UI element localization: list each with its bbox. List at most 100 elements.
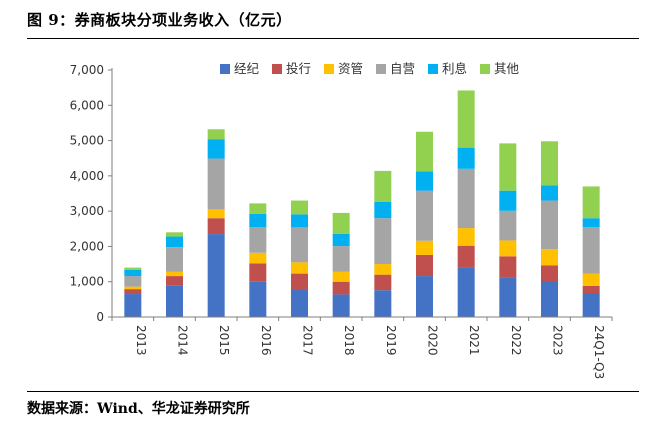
bar-segment-资管-2019 [374, 264, 392, 275]
bar-segment-经纪-2022 [499, 277, 517, 317]
x-tick-label: 2018 [342, 325, 356, 356]
bar-segment-利息-2016 [249, 213, 267, 228]
bar-segment-经纪-2017 [291, 289, 308, 317]
bar-segment-利息-2017 [291, 214, 308, 228]
bar-segment-资管-2021 [457, 228, 475, 246]
x-tick-label: 2016 [259, 325, 273, 356]
bars [124, 90, 600, 317]
bar-segment-自营-2015 [207, 158, 225, 210]
bar-segment-利息-2018 [332, 233, 350, 247]
bar-segment-经纪-2020 [416, 276, 433, 317]
bar-segment-自营-2023 [541, 200, 558, 250]
bar-segment-投行-2020 [416, 254, 433, 277]
legend-label-其他: 其他 [494, 61, 520, 76]
bar-segment-投行-2017 [291, 273, 308, 290]
bar-segment-利息-2019 [374, 201, 392, 219]
x-tick-label: 2019 [384, 325, 398, 356]
figure-source: 数据来源：Wind、华龙证券研究所 [27, 401, 250, 417]
x-tick-label: 2023 [551, 325, 565, 356]
y-tick-label: 5,000 [70, 134, 104, 148]
y-tick-label: 1,000 [70, 275, 104, 289]
bar-segment-其他-2015 [207, 129, 225, 140]
legend-label-自营: 自营 [390, 61, 415, 76]
bar-segment-自营-2021 [457, 168, 475, 229]
bar-segment-其他-2022 [499, 143, 517, 191]
figure-title: 图 9：券商板块分项业务收入（亿元） [27, 11, 292, 29]
bar-segment-资管-2016 [249, 252, 267, 264]
legend-swatch-经纪 [220, 64, 230, 74]
bar-segment-经纪-2015 [207, 234, 225, 317]
legend-label-资管: 资管 [338, 61, 363, 76]
bar-segment-利息-2023 [541, 185, 558, 201]
bar-segment-资管-2013 [124, 286, 142, 290]
bar-segment-投行-24Q1-Q3 [582, 285, 600, 294]
top-rule [27, 38, 639, 39]
legend-label-投行: 投行 [286, 61, 311, 76]
bar-segment-自营-2014 [166, 247, 183, 272]
bar-segment-投行-2022 [499, 256, 517, 278]
bar-segment-资管-24Q1-Q3 [582, 273, 600, 286]
bar-segment-自营-2016 [249, 227, 267, 253]
bar-segment-资管-2017 [291, 262, 308, 274]
bar-segment-自营-2018 [332, 246, 350, 272]
y-tick-label: 7,000 [70, 63, 104, 77]
bar-segment-投行-2018 [332, 281, 350, 295]
bar-segment-其他-2014 [166, 232, 183, 237]
y-tick-label: 2,000 [70, 239, 104, 253]
bar-segment-自营-2020 [416, 190, 433, 241]
bar-segment-经纪-2013 [124, 294, 142, 317]
bar-segment-投行-2019 [374, 274, 392, 291]
legend-label-利息: 利息 [442, 61, 467, 76]
bar-segment-资管-2020 [416, 240, 433, 255]
legend-swatch-投行 [272, 64, 282, 74]
bar-segment-其他-24Q1-Q3 [582, 186, 600, 219]
bar-segment-资管-2014 [166, 271, 183, 277]
bar-segment-自营-2013 [124, 276, 142, 287]
legend-swatch-资管 [324, 64, 334, 74]
x-tick-label: 2021 [467, 325, 481, 356]
bar-segment-投行-2013 [124, 289, 142, 295]
bar-segment-经纪-24Q1-Q3 [582, 293, 600, 317]
bar-segment-投行-2014 [166, 276, 183, 286]
bar-segment-自营-2019 [374, 218, 392, 265]
x-tick-label: 2014 [176, 325, 190, 356]
bar-segment-经纪-2014 [166, 285, 183, 317]
bar-segment-其他-2013 [124, 267, 142, 270]
y-tick-label: 0 [96, 310, 104, 324]
bar-segment-利息-2022 [499, 190, 517, 211]
bar-segment-利息-2015 [207, 139, 225, 159]
y-tick-label: 4,000 [70, 169, 104, 183]
x-tick-label: 2013 [134, 325, 148, 356]
x-axis: 2013 2014 2015 2016 2017 2018 2019 2020 2021 2022… [111, 316, 613, 379]
bar-segment-经纪-2016 [249, 281, 267, 317]
bar-segment-利息-2021 [457, 147, 475, 169]
x-tick-label: 24Q1-Q3 [592, 325, 606, 379]
x-tick-label: 2015 [217, 325, 231, 356]
bar-segment-其他-2020 [416, 131, 433, 172]
bar-segment-其他-2017 [291, 200, 308, 215]
bar-segment-资管-2015 [207, 209, 225, 219]
bar-segment-利息-2013 [124, 269, 142, 277]
bar-segment-经纪-2021 [457, 267, 475, 317]
bar-segment-资管-2018 [332, 271, 350, 282]
bar-segment-资管-2023 [541, 249, 558, 266]
bar-segment-投行-2015 [207, 218, 225, 235]
bar-segment-自营-24Q1-Q3 [582, 227, 600, 274]
bar-segment-利息-2020 [416, 171, 433, 191]
legend: 经纪 投行 资管 自营 利息 其他 [220, 61, 520, 76]
bar-segment-自营-2022 [499, 210, 517, 241]
bottom-rule [27, 391, 639, 392]
legend-label-经纪: 经纪 [234, 61, 260, 76]
bar-segment-其他-2023 [541, 141, 558, 186]
legend-swatch-利息 [428, 64, 438, 74]
y-tick-label: 3,000 [70, 204, 104, 218]
x-tick-label: 2017 [301, 325, 315, 356]
bar-segment-利息-2014 [166, 236, 183, 248]
bar-segment-其他-2018 [332, 212, 350, 234]
legend-swatch-自营 [376, 64, 386, 74]
y-tick-label: 6,000 [70, 98, 104, 112]
y-axis: 0 1,000 2,000 3,000 4,000 5,000 6,000 7,000 [70, 63, 113, 324]
bar-segment-其他-2021 [457, 90, 475, 148]
bar-segment-自营-2017 [291, 227, 308, 263]
